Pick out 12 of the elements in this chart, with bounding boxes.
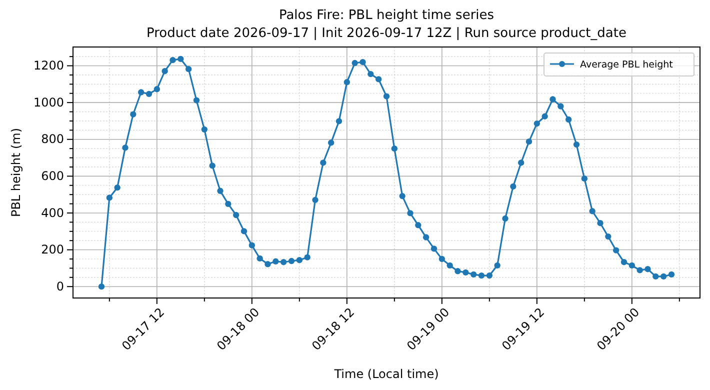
y-tick-label: 1200 [33,58,64,73]
y-tick-label: 200 [41,242,64,257]
chart-subtitle: Product date 2026-09-17 | Init 2026-09-17 12Z | Run source product_date [146,26,626,41]
y-tick-label: 1000 [33,95,64,110]
y-tick-label: 0 [56,279,64,294]
legend-label: Average PBL height [580,60,674,70]
y-tick-label: 400 [41,206,64,220]
y-tick-label: 600 [41,169,64,184]
y-axis-title: PBL height (m) [9,128,23,218]
y-tick-label: 800 [41,132,64,146]
chart-title: Palos Fire: PBL height time series [278,8,494,23]
x-axis-title: Time (Local time) [333,367,439,381]
